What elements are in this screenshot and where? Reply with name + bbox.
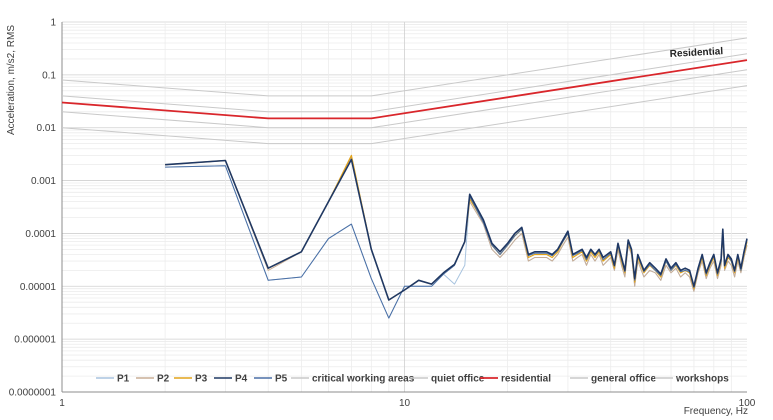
y-tick-label: 0.1	[42, 70, 56, 81]
y-tick-label: 0.01	[37, 123, 57, 134]
series-line-quiet-office	[61, 69, 748, 129]
chart-ticks: 1 0.1 0.01 0.001 0.0001 0.00001 0.000001 0.0000…	[9, 18, 756, 410]
legend-label: P4	[235, 374, 248, 385]
y-tick-label: 0.0000001	[9, 388, 57, 399]
residential-annotation: Residential	[670, 46, 724, 60]
legend-label: residential	[501, 374, 551, 385]
y-axis-title: Acceleration, m/s2, RMS	[6, 25, 17, 135]
legend-label: P3	[195, 374, 208, 385]
legend-label: general office	[591, 374, 656, 385]
legend-label: P2	[157, 374, 170, 385]
legend-label: workshops	[675, 374, 729, 385]
series-line-critical-working-areas	[61, 85, 748, 145]
legend-label: P5	[275, 374, 288, 385]
legend-label: critical working areas	[312, 374, 415, 385]
x-tick-label: 10	[399, 398, 411, 409]
chart-grid	[61, 21, 747, 393]
legend-label: quiet office	[431, 374, 485, 385]
series-line-workshops	[61, 37, 748, 97]
legend-label: P1	[117, 374, 130, 385]
series-line-residential	[61, 59, 748, 120]
chart-legend: P1 P2 P3 P4 P5 critical working areas quiet of…	[96, 374, 729, 385]
y-tick-label: 0.000001	[14, 335, 56, 346]
chart-series	[61, 37, 748, 319]
y-tick-label: 0.00001	[20, 282, 57, 293]
y-tick-label: 0.001	[31, 176, 56, 187]
series-line-general-office	[61, 53, 748, 113]
x-axis-title: Frequency, Hz	[684, 406, 748, 417]
y-tick-label: 1	[50, 18, 56, 29]
x-tick-label: 1	[59, 398, 65, 409]
series-line-p4	[165, 158, 748, 301]
x-tick-label: 100	[739, 398, 756, 409]
y-tick-label: 0.0001	[25, 229, 56, 240]
